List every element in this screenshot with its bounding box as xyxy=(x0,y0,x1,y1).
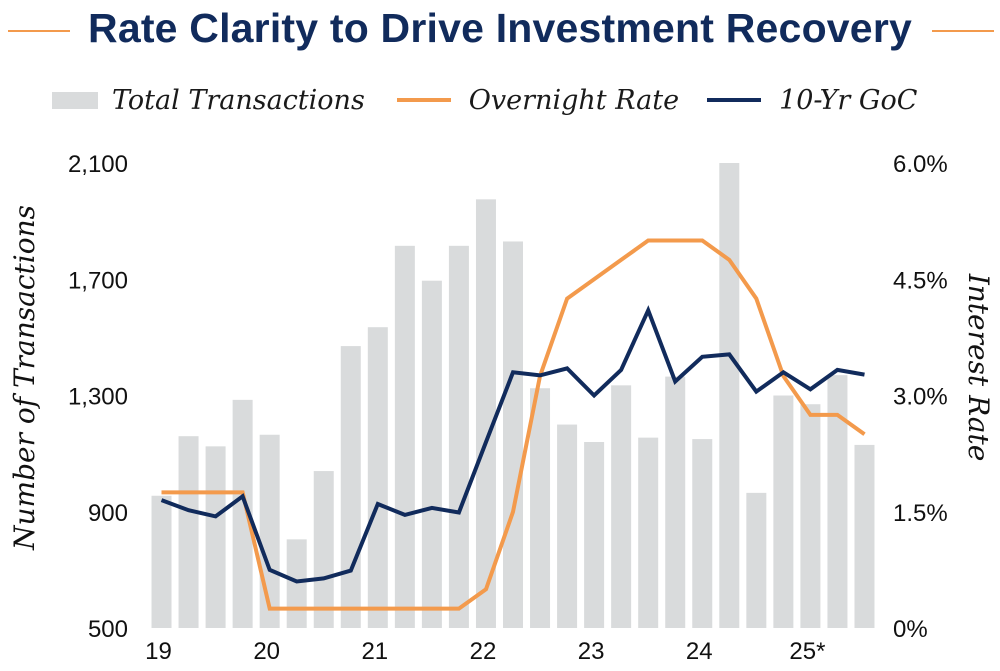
bar xyxy=(530,388,551,628)
y-tick-label-right: 4.5% xyxy=(893,267,948,294)
bar xyxy=(611,385,632,628)
legend: Total Transactions Overnight Rate 10-Yr … xyxy=(52,82,941,118)
bar xyxy=(638,437,659,628)
overnight-rate-line xyxy=(161,238,866,611)
y-tick-label-left: 500 xyxy=(88,616,128,643)
x-tick-label: 24 xyxy=(686,638,713,665)
bar xyxy=(584,442,605,628)
title-rule-left xyxy=(8,30,70,32)
bar xyxy=(665,376,686,628)
bar xyxy=(205,446,226,628)
legend-swatch-bar xyxy=(52,91,98,109)
legend-label: 10-Yr GoC xyxy=(779,84,918,116)
bar xyxy=(827,375,848,628)
bar xyxy=(340,346,361,628)
legend-item-overnight-rate: Overnight Rate xyxy=(396,84,680,116)
bar xyxy=(367,327,388,628)
y-tick-label-left: 2,100 xyxy=(68,151,128,178)
bar xyxy=(692,439,713,628)
y-tick-label-right: 0% xyxy=(893,616,928,643)
x-tick-label: 19 xyxy=(145,638,172,665)
bar xyxy=(503,241,523,628)
bar xyxy=(719,163,740,628)
legend-label: Total Transactions xyxy=(112,84,365,116)
bar xyxy=(394,245,415,628)
y-tick-label-left: 1,300 xyxy=(68,384,128,411)
y-tick-label-left: 1,700 xyxy=(68,267,128,294)
legend-label: Overnight Rate xyxy=(468,84,680,116)
bar xyxy=(259,434,280,628)
y-tick-label-right: 1.5% xyxy=(893,500,948,527)
title-rule-right xyxy=(932,30,994,32)
bar xyxy=(448,245,469,628)
bar xyxy=(773,395,794,628)
bar xyxy=(475,199,496,628)
legend-swatch-line xyxy=(707,98,762,102)
legend-swatch-line xyxy=(396,98,451,102)
goc-10yr-line xyxy=(160,305,865,584)
y-tick-label-right: 3.0% xyxy=(893,384,948,411)
x-tick-label: 25* xyxy=(789,638,825,665)
x-tick-label: 21 xyxy=(361,638,388,665)
bar xyxy=(421,280,442,628)
x-tick-label: 20 xyxy=(253,638,280,665)
chart-title: Rate Clarity to Drive Investment Recover… xyxy=(88,5,912,51)
legend-item-total-transactions: Total Transactions xyxy=(52,85,365,116)
bar xyxy=(800,404,821,628)
bar xyxy=(232,399,253,628)
y-tick-label-left: 900 xyxy=(88,500,128,527)
y-axis-title-right: Interest Rate xyxy=(962,273,995,462)
bar xyxy=(151,495,172,628)
bar xyxy=(854,444,875,628)
y-axis-title-left: Number of Transactions xyxy=(8,205,41,551)
bar xyxy=(286,539,307,628)
x-tick-label: 23 xyxy=(578,638,605,665)
bar xyxy=(557,424,578,628)
bar xyxy=(746,492,767,628)
bar xyxy=(178,436,199,628)
y-tick-label-right: 6.0% xyxy=(893,151,948,178)
x-tick-label: 22 xyxy=(470,638,497,665)
title-area: Rate Clarity to Drive Investment Recover… xyxy=(0,0,1000,60)
bar xyxy=(313,471,334,628)
legend-item-10yr-goc: 10-Yr GoC xyxy=(707,85,917,116)
